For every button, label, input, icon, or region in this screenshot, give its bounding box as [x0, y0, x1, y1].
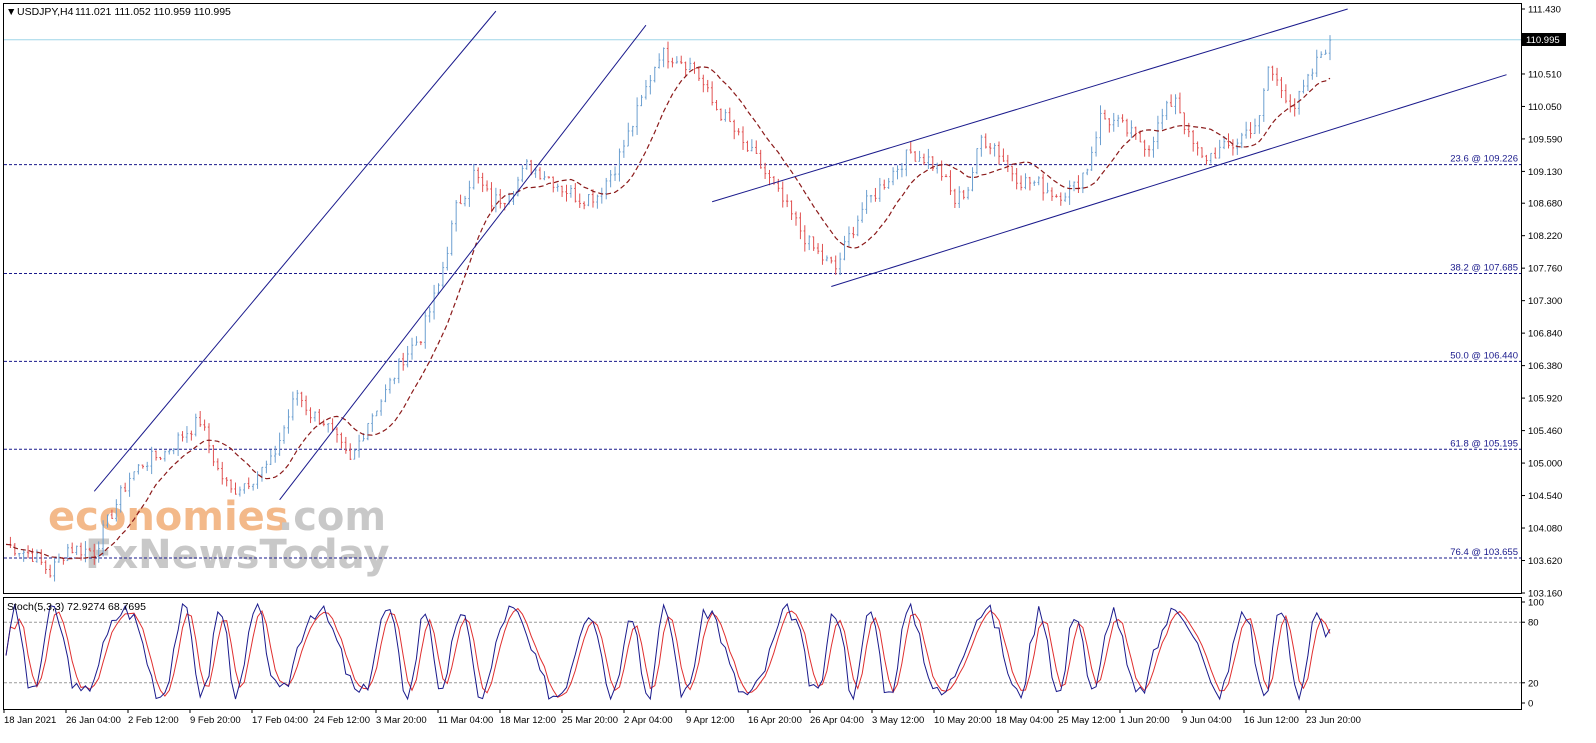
trend-channel-line — [93, 10, 497, 492]
time-axis-label: 9 Jun 04:00 — [1182, 715, 1232, 726]
price-axis-label: 104.080 — [1528, 524, 1562, 535]
candlesticks — [9, 35, 1332, 582]
price-axis-label: 109.590 — [1528, 134, 1562, 145]
time-axis-label: 1 Jun 20:00 — [1120, 715, 1170, 726]
time-axis-label: 10 May 20:00 — [934, 715, 992, 726]
time-axis-label: 16 Jun 12:00 — [1244, 715, 1299, 726]
price-axis-label: 104.540 — [1528, 491, 1562, 502]
time-axis-label: 25 Mar 20:00 — [562, 715, 618, 726]
price-axis-label: 105.920 — [1528, 394, 1562, 405]
price-axis-label: 110.050 — [1528, 102, 1562, 113]
price-axis-label: 103.620 — [1528, 556, 1562, 567]
chart-symbol: USDJPY,H4 — [17, 6, 74, 18]
trend-channel-line — [711, 8, 1348, 203]
time-axis-label: 11 Mar 04:00 — [438, 715, 493, 726]
fib-level-label: 76.4 @ 103.655 — [1450, 547, 1518, 558]
fibonacci-levels: 23.6 @ 109.226 38.2 @ 107.685 50.0 @ 106.4… — [4, 154, 1521, 559]
symbol-dropdown-icon[interactable]: ▼ — [6, 6, 16, 18]
current-price-tag: 110.995 — [1526, 35, 1560, 46]
fib-level-label: 38.2 @ 107.685 — [1450, 262, 1518, 273]
time-axis-label: 16 Apr 20:00 — [748, 715, 802, 726]
stoch-axis-label: 20 — [1528, 678, 1539, 689]
time-axis-label: 18 Mar 12:00 — [500, 715, 556, 726]
watermark-fxnewstoday: FxNewsToday — [85, 532, 389, 578]
trend-channel-line — [831, 74, 1507, 288]
time-axis-label: 26 Jan 04:00 — [66, 715, 121, 726]
price-axis-label: 105.000 — [1528, 459, 1562, 470]
watermark: economies .com FxNewsToday — [48, 494, 389, 578]
moving-average — [5, 66, 1331, 560]
current-price-tag-bg — [1522, 33, 1566, 46]
time-axis-label: 9 Apr 12:00 — [686, 715, 735, 726]
stoch-main-line — [5, 602, 1331, 701]
time-axis-label: 3 Mar 20:00 — [376, 715, 427, 726]
chart-ohlc: 111.021 111.052 110.959 110.995 — [75, 6, 231, 18]
stoch-label: Stoch(5,3,3) 72.9274 68.7695 — [7, 601, 146, 613]
stochastic-oscillator — [4, 602, 1521, 701]
price-axis-label: 108.680 — [1528, 199, 1562, 210]
stoch-panel-frame — [3, 597, 1522, 710]
time-axis-label: 2 Apr 04:00 — [624, 715, 673, 726]
fib-level-label: 23.6 @ 109.226 — [1450, 154, 1518, 165]
price-axis-label: 106.840 — [1528, 329, 1562, 340]
price-axis[interactable]: 111.430110.970110.510110.050109.590109.1… — [1521, 5, 1562, 600]
trend-channel-line — [279, 24, 647, 501]
price-axis-label: 107.760 — [1528, 264, 1562, 275]
price-axis-label: 106.380 — [1528, 361, 1562, 372]
price-axis-label: 103.160 — [1528, 589, 1562, 600]
price-axis-label: 110.510 — [1528, 69, 1562, 80]
time-axis-label: 9 Feb 20:00 — [190, 715, 241, 726]
time-axis[interactable]: 18 Jan 2021 26 Jan 04:00 2 Feb 12:00 9 Feb … — [3, 709, 1361, 726]
price-axis-label: 109.130 — [1528, 167, 1562, 178]
time-axis-label: 26 Apr 04:00 — [810, 715, 864, 726]
fib-level-label: 61.8 @ 105.195 — [1450, 438, 1518, 449]
time-axis-label: 25 May 12:00 — [1058, 715, 1116, 726]
watermark-economies: economies — [48, 494, 289, 540]
fib-level-label: 50.0 @ 106.440 — [1450, 350, 1518, 361]
stoch-axis-label: 80 — [1528, 618, 1539, 629]
time-axis-label: 18 May 04:00 — [996, 715, 1054, 726]
watermark-dotcom: .com — [278, 494, 386, 540]
moving-average-line — [5, 66, 1331, 560]
price-axis-label: 108.220 — [1528, 231, 1562, 242]
price-axis-label: 111.430 — [1528, 5, 1561, 16]
stoch-axis: 100 80 20 0 — [1521, 598, 1544, 710]
time-axis-label: 18 Jan 2021 — [4, 715, 56, 726]
time-axis-label: 23 Jun 20:00 — [1306, 715, 1361, 726]
time-axis-label: 17 Feb 04:00 — [252, 715, 308, 726]
stoch-axis-label: 0 — [1528, 699, 1533, 710]
price-axis-label: 107.300 — [1528, 296, 1562, 307]
trend-channels[interactable] — [93, 8, 1507, 501]
price-axis-label: 105.460 — [1528, 426, 1562, 437]
time-axis-label: 3 May 12:00 — [872, 715, 924, 726]
time-axis-label: 2 Feb 12:00 — [128, 715, 179, 726]
time-axis-label: 24 Feb 12:00 — [314, 715, 370, 726]
main-panel-frame — [3, 3, 1522, 594]
stoch-axis-label: 100 — [1528, 598, 1544, 609]
